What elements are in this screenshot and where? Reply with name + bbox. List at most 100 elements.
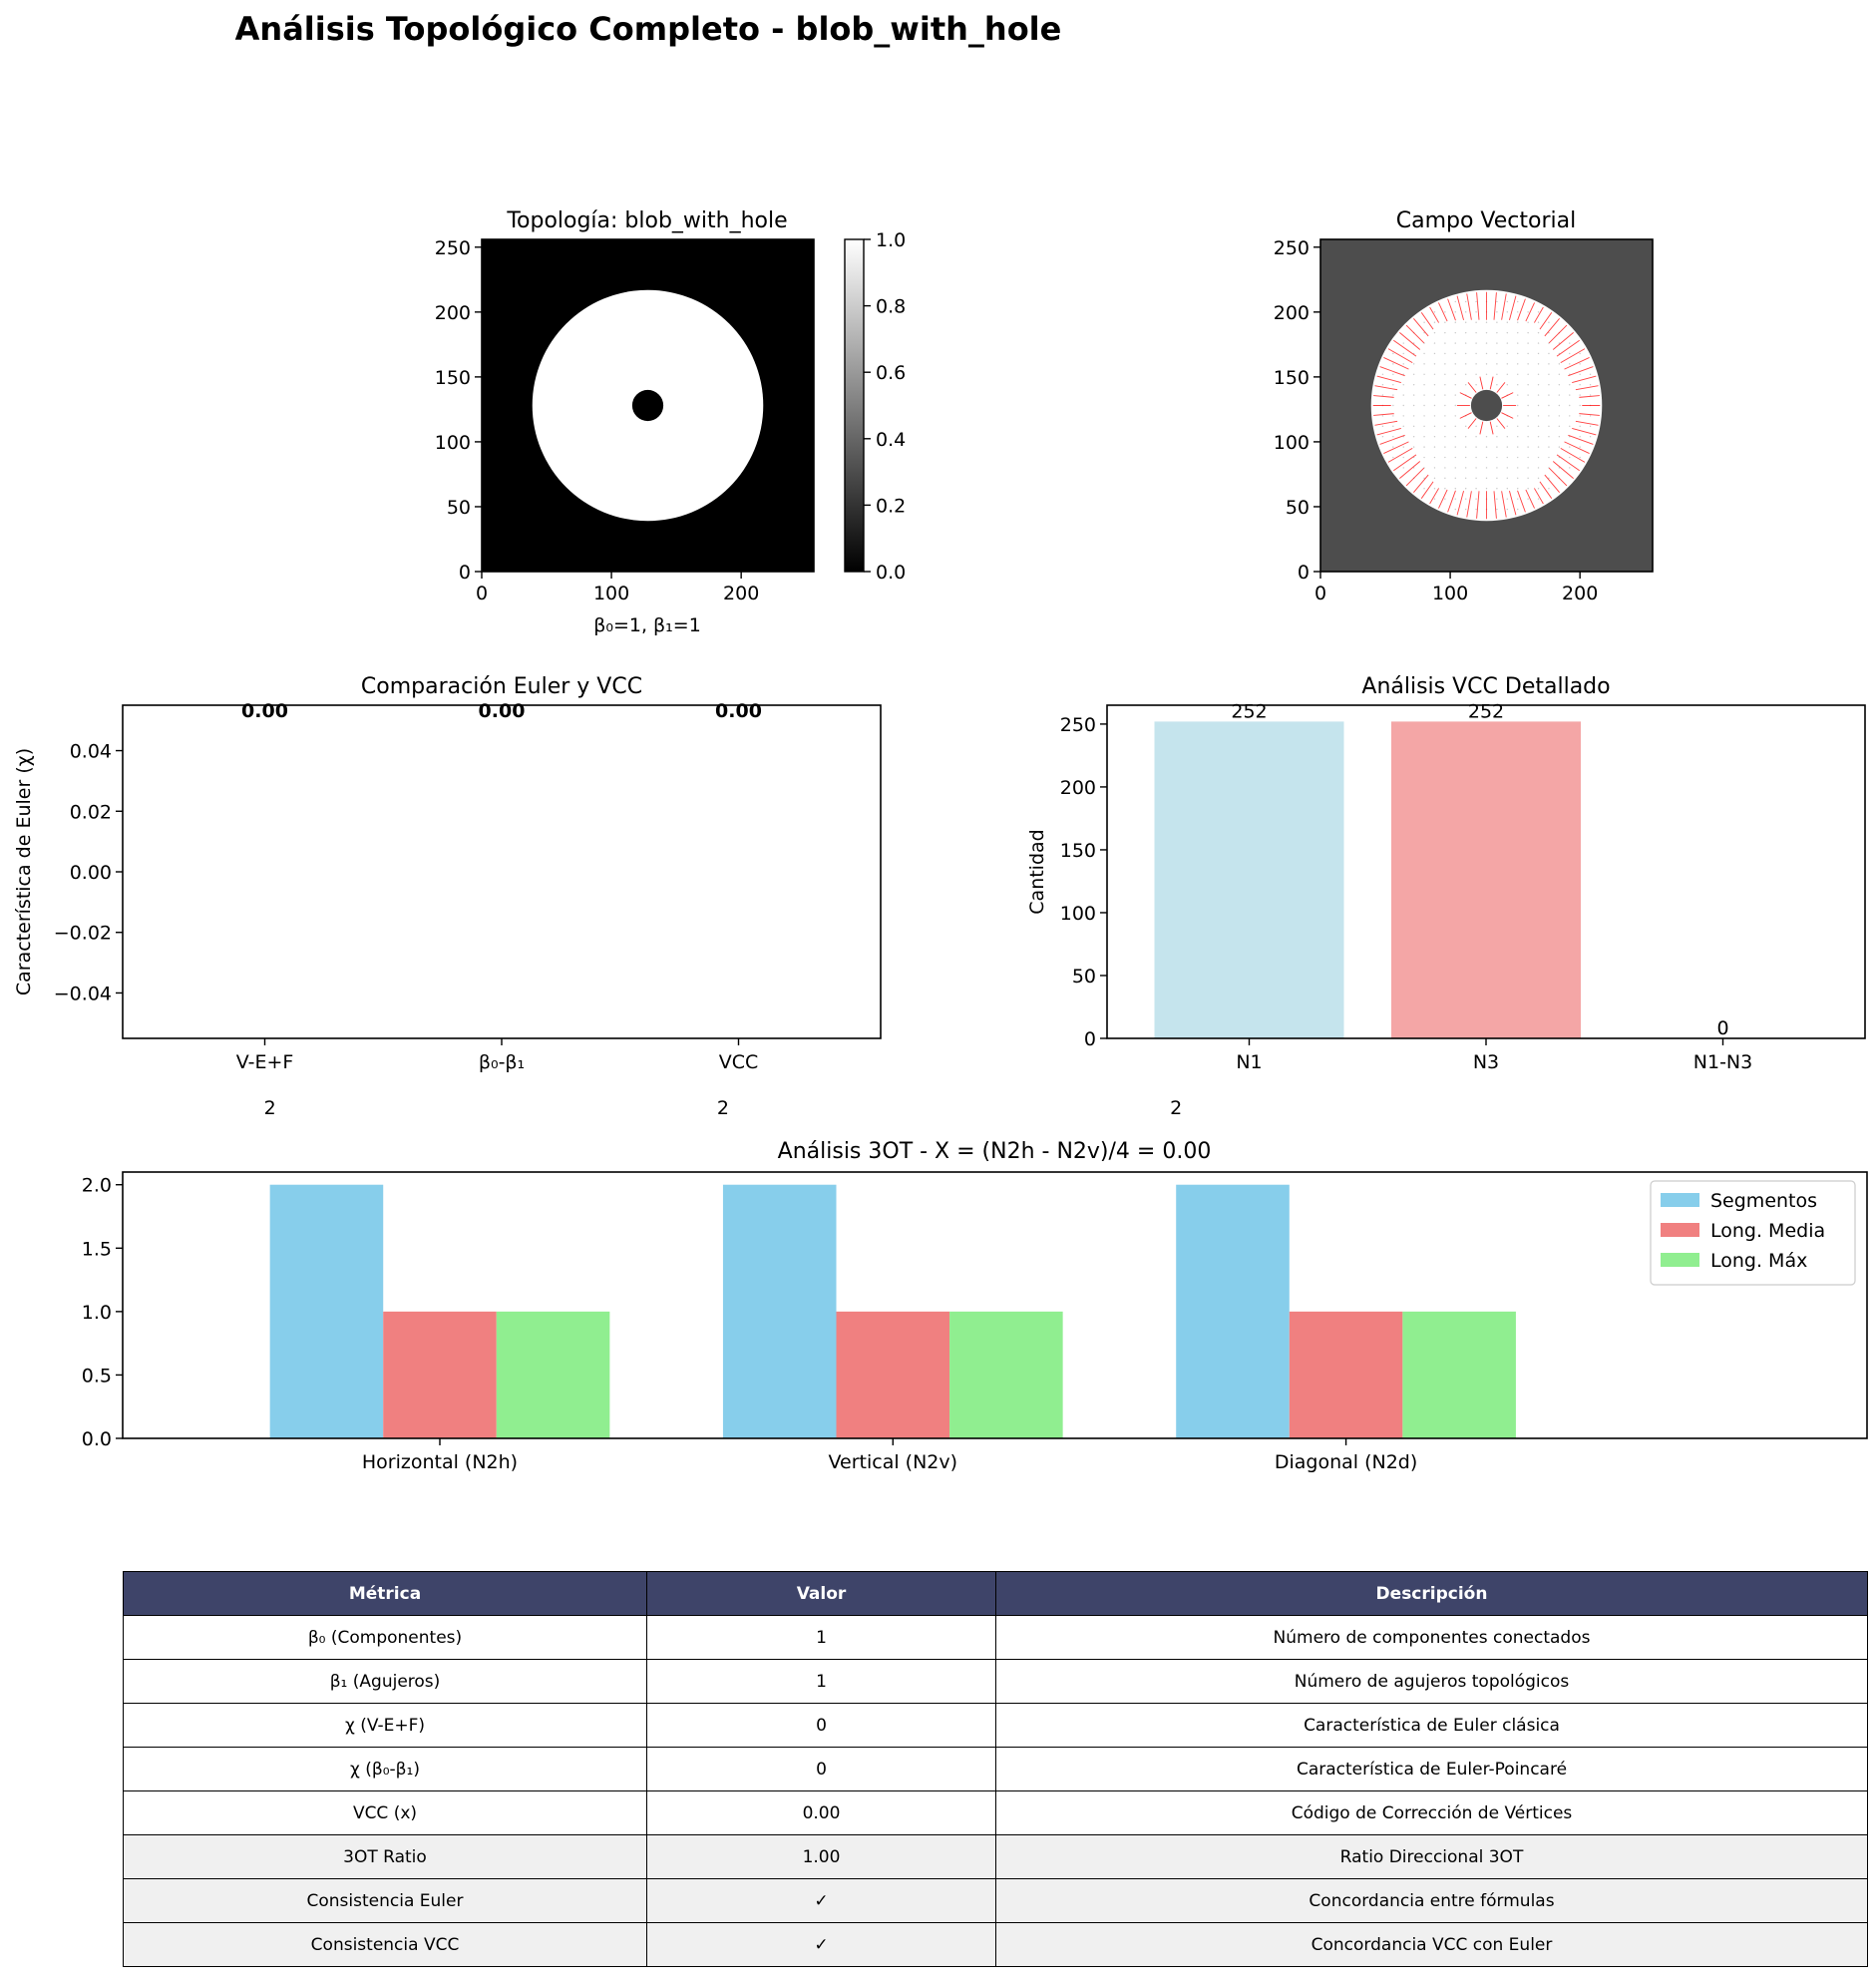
field-arrow (1466, 491, 1472, 518)
field-arrow (1552, 332, 1574, 350)
field-grid-dot (1589, 394, 1592, 396)
table-row: χ (V-E+F) 0 Característica de Euler clás… (123, 1703, 1868, 1748)
field-grid-dot (1444, 498, 1446, 500)
y-tick-label: 250 (1274, 237, 1310, 259)
field-grid-dot (1412, 467, 1415, 469)
field-grid-dot (1517, 404, 1519, 407)
field-grid-dot (1517, 352, 1519, 355)
field-grid-dot (1558, 446, 1561, 448)
topology-xlabel: β₀=1, β₁=1 (593, 614, 701, 636)
field-arrow (1560, 447, 1586, 463)
field-arrow (1479, 421, 1484, 435)
field-grid-dot (1433, 331, 1436, 334)
field-grid-dot (1485, 342, 1488, 344)
field-grid-dot (1569, 415, 1571, 417)
field-arrow (1556, 339, 1580, 357)
field-grid-dot (1454, 373, 1456, 375)
field-grid-dot (1527, 477, 1529, 480)
colorbar-tick-label: 0.0 (876, 562, 906, 584)
field-grid-dot (1579, 352, 1581, 355)
field-arrow (1489, 376, 1494, 390)
field-grid-dot (1444, 331, 1446, 334)
3ot-bar (269, 1184, 384, 1438)
field-grid-dot (1527, 404, 1529, 407)
field-arrow (1579, 413, 1600, 416)
x-tick-label: N1-N3 (1693, 1051, 1752, 1073)
vcc-bar-value-label: 252 (1231, 700, 1267, 722)
colorbar-tick-label: 1.0 (876, 229, 906, 251)
field-grid-dot (1548, 321, 1550, 323)
vcc-chart-content: 252 N1 252 N3 0 N1-N3 0 50 100 150 200 250 (1060, 700, 1753, 1073)
field-arrow (1387, 348, 1413, 364)
field-grid-dot (1444, 311, 1446, 313)
field-grid-dot (1537, 342, 1540, 344)
field-grid-dot (1485, 467, 1488, 469)
field-arrow (1501, 392, 1514, 399)
field-grid-dot (1496, 363, 1498, 365)
table-cell-metric: β₁ (Agujeros) (123, 1659, 647, 1704)
field-grid-dot (1433, 467, 1436, 469)
field-grid-dot (1454, 404, 1456, 407)
y-tick-label: 0.04 (70, 741, 112, 763)
field-grid-dot (1433, 342, 1436, 344)
field-grid-dot (1537, 425, 1540, 428)
3ot-bar (949, 1311, 1063, 1438)
field-grid-dot (1517, 331, 1519, 334)
field-grid-dot (1454, 383, 1456, 386)
field-grid-dot (1454, 436, 1456, 438)
field-grid-dot (1433, 436, 1436, 438)
field-grid-dot (1433, 404, 1436, 407)
table-row: 3OT Ratio 1.00 Ratio Direccional 3OT (123, 1834, 1868, 1879)
3ot-bar (1289, 1311, 1403, 1438)
field-grid-dot (1423, 488, 1425, 490)
table-row: β₀ (Componentes) 1 Número de componentes… (123, 1615, 1868, 1660)
table-cell-metric: 3OT Ratio (123, 1834, 647, 1879)
field-grid-dot (1517, 321, 1519, 323)
field-grid-dot (1444, 321, 1446, 323)
field-grid-dot (1517, 508, 1519, 511)
field-grid-dot (1558, 425, 1561, 428)
field-grid-dot (1496, 498, 1498, 500)
field-grid-dot (1579, 446, 1581, 448)
field-grid-dot (1454, 342, 1456, 344)
field-arrow (1373, 413, 1394, 416)
field-arrow (1509, 295, 1517, 320)
field-arrow (1533, 488, 1544, 505)
field-grid-dot (1464, 311, 1467, 313)
field-grid-dot (1506, 436, 1509, 438)
field-grid-dot (1569, 467, 1571, 469)
field-grid-dot (1569, 363, 1571, 365)
y-tick-label: 150 (1060, 840, 1096, 862)
field-grid-dot (1579, 383, 1581, 386)
field-grid-dot (1517, 436, 1519, 438)
field-grid-dot (1496, 488, 1498, 490)
field-grid-dot (1454, 477, 1456, 480)
field-grid-dot (1464, 425, 1467, 428)
y-tick-label: 0 (1298, 562, 1310, 584)
euler-ylabel: Característica de Euler (χ) (13, 748, 35, 995)
field-arrow (1575, 420, 1599, 426)
field-arrow (1459, 392, 1472, 399)
field-grid-dot (1579, 404, 1581, 407)
topology-ticks: 0 100 200 0 50 100 150 200 250 (435, 237, 760, 604)
field-arrow (1456, 295, 1464, 320)
field-grid-dot (1412, 363, 1415, 365)
field-grid-dot (1423, 373, 1425, 375)
field-arrow (1548, 324, 1568, 344)
field-grid-dot (1412, 383, 1415, 386)
y-tick-label: 50 (1072, 966, 1096, 988)
field-arrow (1479, 376, 1484, 390)
panel-vector-title: Campo Vectorial (1396, 208, 1577, 233)
field-grid-dot (1392, 415, 1394, 417)
field-grid-dot (1475, 363, 1477, 365)
y-tick-label: 150 (435, 367, 471, 389)
field-arrow (1387, 447, 1413, 463)
field-grid-dot (1423, 456, 1425, 459)
field-grid-dot (1412, 373, 1415, 375)
field-grid-dot (1464, 436, 1467, 438)
field-grid-dot (1433, 363, 1436, 365)
field-grid-dot (1496, 446, 1498, 448)
table-cell-metric: Consistencia Euler (123, 1878, 647, 1923)
field-grid-dot (1475, 508, 1477, 511)
field-grid-dot (1433, 477, 1436, 480)
